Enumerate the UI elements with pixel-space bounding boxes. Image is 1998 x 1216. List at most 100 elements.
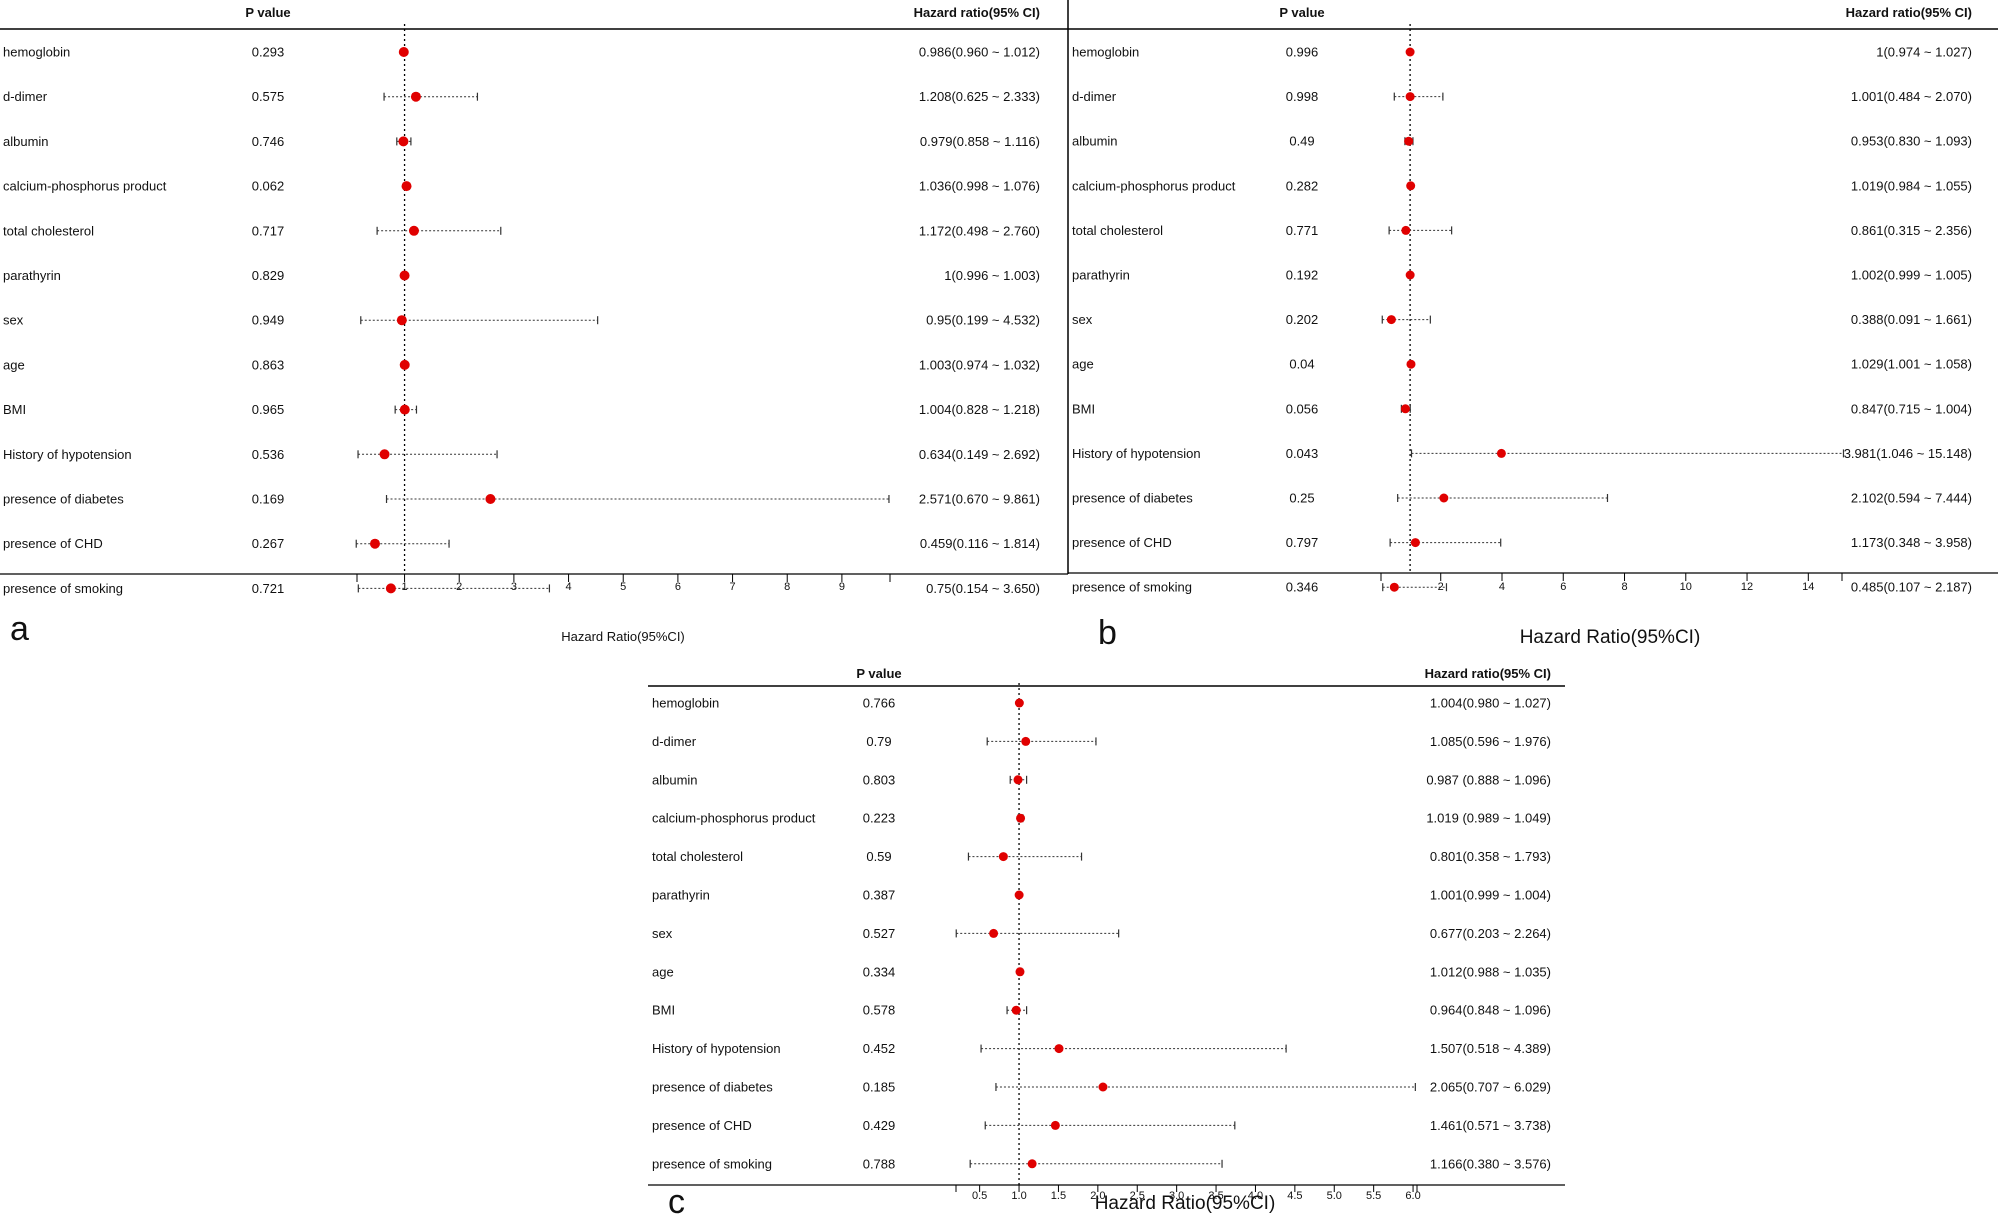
table-row: hemoglobin 0.293 0.986(0.960 ~ 1.012) (3, 45, 1040, 60)
variable-label: hemoglobin (1072, 45, 1139, 60)
p-value: 0.429 (863, 1118, 896, 1133)
hazard-ratio-point (1021, 736, 1031, 746)
x-tick-label: 4 (1499, 581, 1505, 593)
hazard-ratio-point (396, 315, 407, 326)
table-row: albumin 0.49 0.953(0.830 ~ 1.093) (1072, 134, 1972, 149)
p-value: 0.998 (1286, 89, 1319, 104)
hazard-ratio-text: 0.459(0.116 ~ 1.814) (920, 536, 1040, 551)
p-value: 0.293 (252, 45, 285, 60)
x-tick-label: 1.5 (1051, 1190, 1066, 1202)
hazard-ratio-text: 1.004(0.828 ~ 1.218) (919, 402, 1040, 417)
hazard-ratio-text: 0.986(0.960 ~ 1.012) (919, 45, 1040, 60)
p-value: 0.829 (252, 268, 285, 283)
hazard-ratio-text: 0.987 (0.888 ~ 1.096) (1426, 772, 1551, 787)
p-value: 0.536 (252, 447, 285, 462)
hazard-ratio-text: 0.964(0.848 ~ 1.096) (1430, 1003, 1551, 1018)
table-row: calcium-phosphorus product 0.062 1.036(0.9… (3, 179, 1040, 194)
hazard-ratio-point (398, 47, 409, 57)
hazard-ratio-text: 1.001(0.484 ~ 2.070) (1851, 89, 1972, 104)
hazard-ratio-point (399, 359, 410, 370)
hazard-ratio-header: Hazard ratio(95% CI) (1846, 5, 1972, 20)
hazard-ratio-point (385, 583, 396, 594)
table-row: sex 0.949 0.95(0.199 ~ 4.532) (3, 313, 1040, 328)
pvalue-header: P value (856, 666, 901, 681)
p-value: 0.267 (252, 536, 285, 551)
table-row: parathyrin 0.829 1(0.996 ~ 1.003) (3, 268, 1040, 283)
x-tick-label: 3.0 (1169, 1190, 1184, 1202)
p-value: 0.043 (1286, 446, 1319, 461)
table-row: presence of diabetes 0.169 2.571(0.670 ~ 9… (3, 492, 1040, 507)
table-row: d-dimer 0.998 1.001(0.484 ~ 2.070) (1072, 89, 1972, 104)
x-tick-label: 6 (675, 581, 681, 593)
x-tick-label: 2 (1438, 581, 1444, 593)
p-value: 0.223 (863, 811, 896, 826)
hazard-ratio-point (1011, 1005, 1021, 1015)
table-row: total cholesterol 0.717 1.172(0.498 ~ 2.76… (3, 223, 1040, 238)
variable-label: calcium-phosphorus product (1072, 178, 1236, 193)
hazard-ratio-text: 0.847(0.715 ~ 1.004) (1851, 401, 1972, 416)
hazard-ratio-point (1014, 890, 1024, 900)
hazard-ratio-point (1400, 404, 1410, 414)
p-value: 0.59 (866, 849, 891, 864)
table-row: d-dimer 0.79 1.085(0.596 ~ 1.976) (652, 734, 1551, 749)
table-row: calcium-phosphorus product 0.223 1.019 (0.… (652, 811, 1551, 826)
hazard-ratio-text: 0.861(0.315 ~ 2.356) (1851, 223, 1972, 238)
panel-b: P value Hazard ratio(95% CI) hemoglobin 0.9… (1068, 5, 1998, 652)
x-tick-label: 2 (456, 581, 462, 593)
hazard-ratio-point (1406, 181, 1416, 191)
hazard-ratio-text: 0.634(0.149 ~ 2.692) (919, 447, 1040, 462)
hazard-ratio-point (1410, 538, 1420, 548)
p-value: 0.056 (1286, 401, 1319, 416)
hazard-ratio-point (1054, 1044, 1064, 1054)
table-row: presence of smoking 0.346 0.485(0.107 ~ 2.… (1072, 580, 1972, 595)
p-value: 0.346 (1286, 580, 1319, 595)
variable-label: total cholesterol (3, 223, 94, 238)
hazard-ratio-text: 0.95(0.199 ~ 4.532) (926, 313, 1040, 328)
hazard-ratio-point (1014, 698, 1024, 708)
variable-label: age (1072, 357, 1094, 372)
p-value: 0.788 (863, 1156, 896, 1171)
hazard-ratio-point (1404, 136, 1414, 146)
hazard-ratio-point (1016, 813, 1026, 823)
x-tick-label: 8 (1621, 581, 1627, 593)
hazard-ratio-text: 2.102(0.594 ~ 7.444) (1851, 491, 1972, 506)
panel-c: P value Hazard ratio(95% CI) hemoglobin 0.7… (648, 666, 1565, 1216)
x-tick-label: 1.0 (1011, 1190, 1026, 1202)
panel-a: P value Hazard ratio(95% CI) hemoglobin 0.2… (0, 5, 1068, 648)
variable-label: BMI (652, 1003, 675, 1018)
variable-label: presence of diabetes (3, 492, 124, 507)
hazard-ratio-point (1405, 270, 1415, 280)
variable-label: parathyrin (3, 268, 61, 283)
p-value: 0.766 (863, 696, 896, 711)
hazard-ratio-text: 0.485(0.107 ~ 2.187) (1851, 580, 1972, 595)
hazard-ratio-text: 0.801(0.358 ~ 1.793) (1430, 849, 1551, 864)
variable-label: albumin (3, 134, 49, 149)
table-row: presence of smoking 0.721 0.75(0.154 ~ 3.6… (3, 581, 1040, 596)
table-row: presence of CHD 0.267 0.459(0.116 ~ 1.814) (3, 536, 1040, 551)
variable-label: BMI (1072, 401, 1095, 416)
x-tick-label: 5.5 (1366, 1190, 1381, 1202)
variable-label: History of hypotension (3, 447, 132, 462)
hazard-ratio-text: 1.036(0.998 ~ 1.076) (919, 179, 1040, 194)
hazard-ratio-point (408, 225, 419, 236)
p-value: 0.721 (252, 581, 285, 596)
x-tick-label: 7 (729, 581, 735, 593)
x-tick-label: 5 (620, 581, 626, 593)
hazard-ratio-point (1050, 1120, 1060, 1130)
hazard-ratio-point (1496, 448, 1506, 458)
hazard-ratio-header: Hazard ratio(95% CI) (1425, 666, 1551, 681)
variable-label: presence of smoking (3, 581, 123, 596)
p-value: 0.169 (252, 492, 285, 507)
hazard-ratio-point (379, 449, 390, 460)
table-row: History of hypotension 0.043 3.981(1.046 ~… (1072, 446, 1972, 461)
x-tick-label: 2.0 (1090, 1190, 1105, 1202)
p-value: 0.578 (863, 1003, 896, 1018)
p-value: 0.062 (252, 179, 285, 194)
hazard-ratio-point (1027, 1159, 1037, 1169)
variable-label: age (652, 964, 674, 979)
x-axis-title: Hazard Ratio(95%CI) (561, 629, 685, 644)
hazard-ratio-text: 1(0.974 ~ 1.027) (1876, 45, 1972, 60)
variable-label: total cholesterol (652, 849, 743, 864)
table-row: age 0.863 1.003(0.974 ~ 1.032) (3, 357, 1040, 372)
